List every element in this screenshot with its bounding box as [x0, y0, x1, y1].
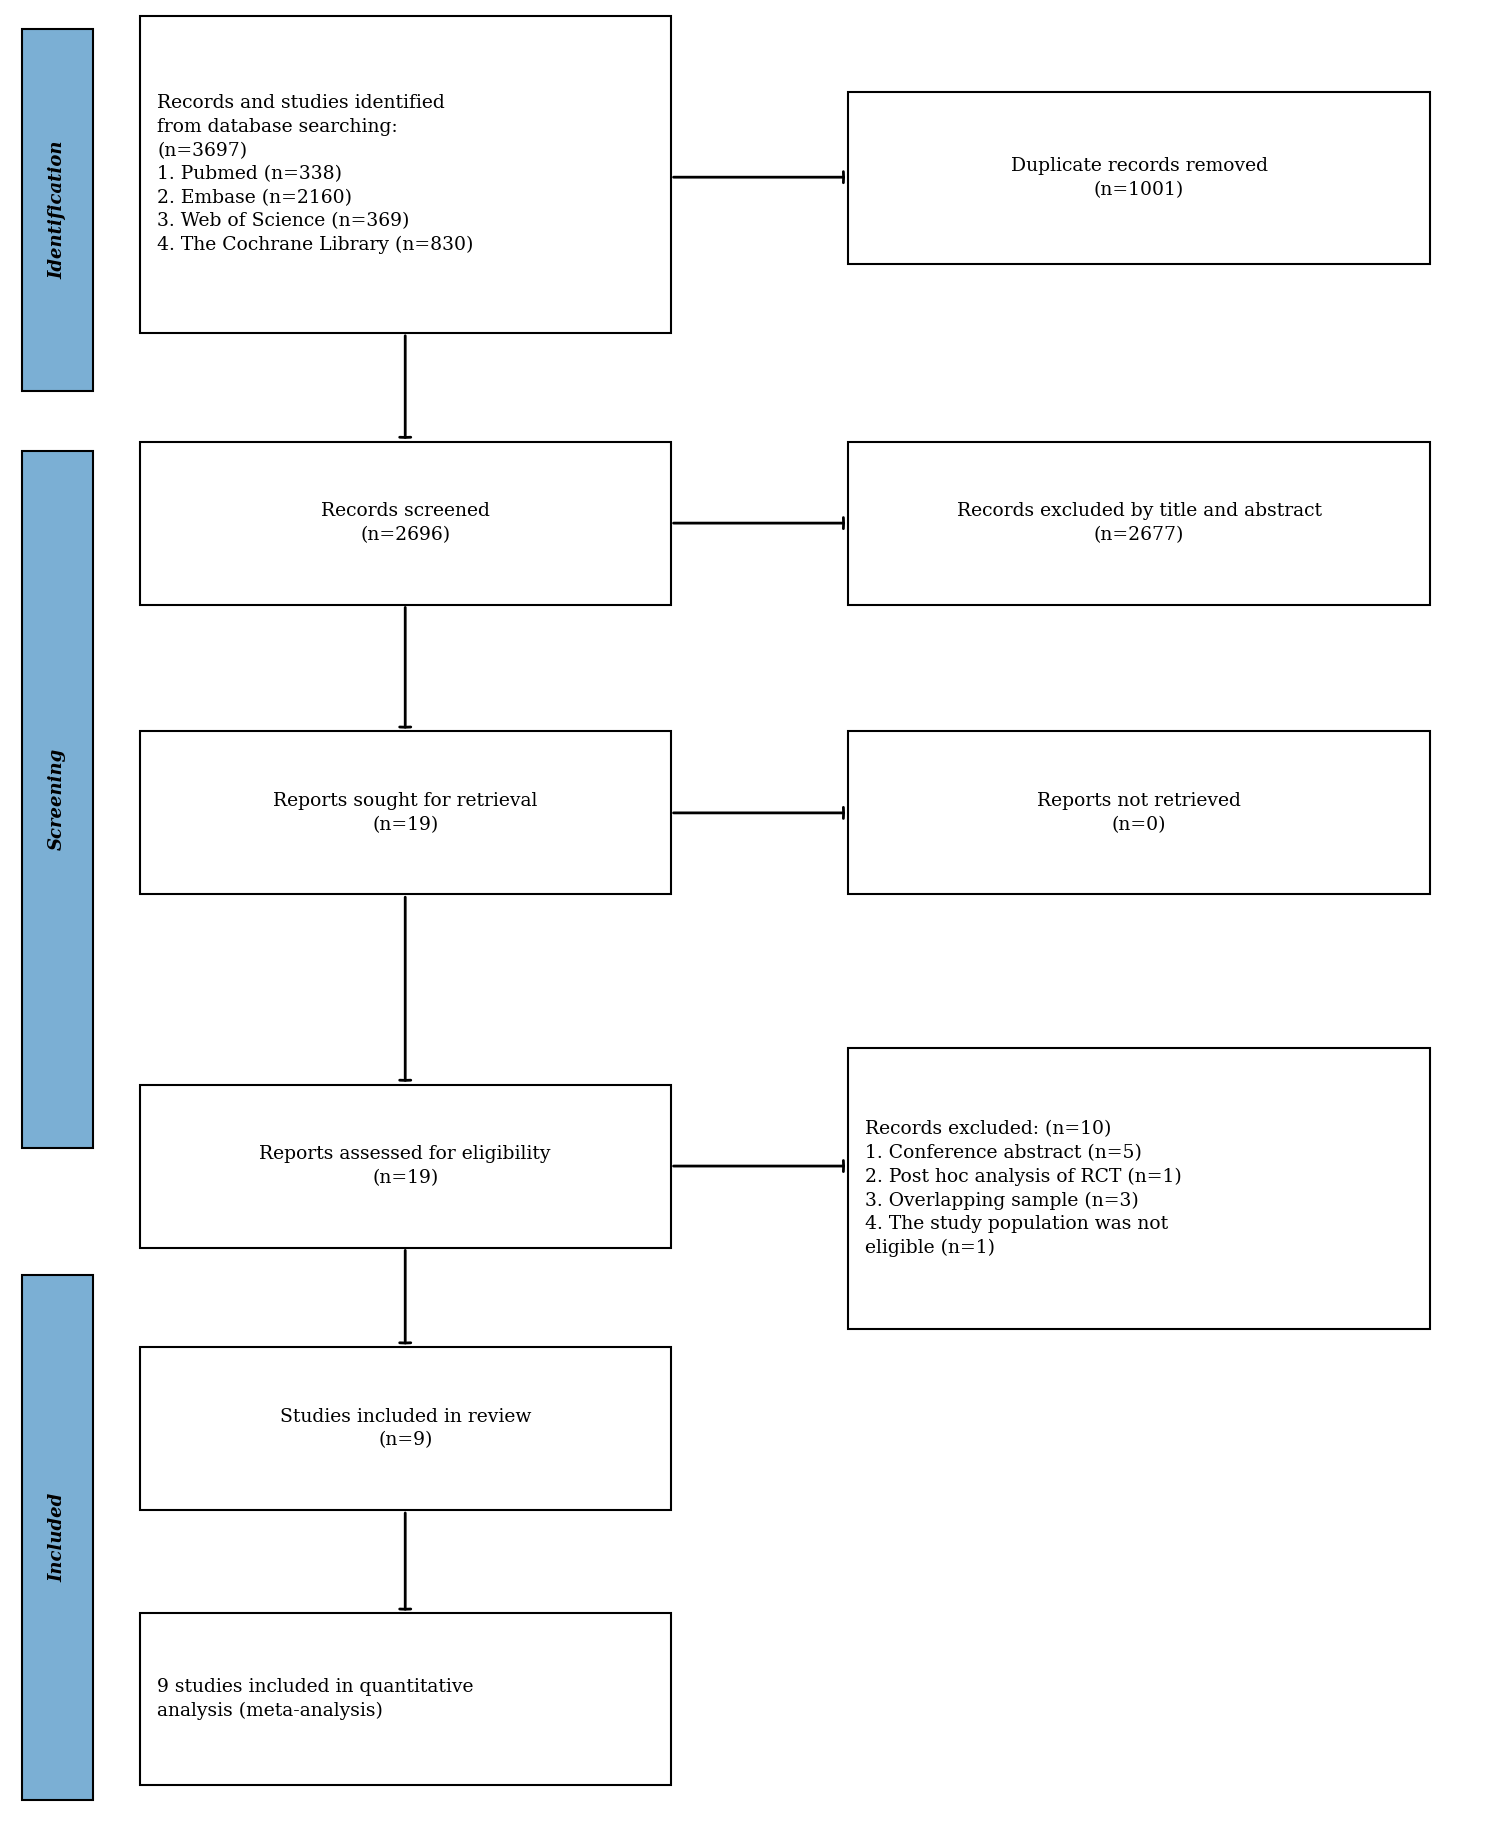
Bar [140, 732, 670, 894]
Bar [22, 1274, 92, 1799]
Bar [847, 732, 1431, 894]
Text: Reports not retrieved
(n=0): Reports not retrieved (n=0) [1038, 792, 1240, 834]
Bar [140, 16, 670, 332]
Text: Reports sought for retrieval
(n=19): Reports sought for retrieval (n=19) [272, 792, 538, 834]
Text: Identification: Identification [48, 141, 66, 279]
Bar [22, 29, 92, 391]
Text: 9 studies included in quantitative
analysis (meta-analysis): 9 studies included in quantitative analy… [158, 1679, 474, 1721]
Bar [847, 91, 1431, 265]
Text: Studies included in review
(n=9): Studies included in review (n=9) [280, 1407, 532, 1449]
Bar [140, 1084, 670, 1248]
Text: Records and studies identified
from database searching:
(n=3697)
1. Pubmed (n=33: Records and studies identified from data… [158, 95, 474, 254]
Text: Screening: Screening [48, 748, 66, 850]
Bar [140, 442, 670, 604]
Bar [140, 1347, 670, 1509]
Text: Included: Included [48, 1493, 66, 1582]
Text: Records excluded by title and abstract
(n=2677): Records excluded by title and abstract (… [956, 502, 1322, 544]
Bar [140, 1613, 670, 1785]
Bar [847, 1048, 1431, 1329]
Text: Reports assessed for eligibility
(n=19): Reports assessed for eligibility (n=19) [259, 1146, 551, 1186]
Bar [847, 442, 1431, 604]
Text: Duplicate records removed
(n=1001): Duplicate records removed (n=1001) [1011, 157, 1267, 199]
Text: Records excluded: (n=10)
1. Conference abstract (n=5)
2. Post hoc analysis of RC: Records excluded: (n=10) 1. Conference a… [865, 1121, 1182, 1257]
Bar [22, 451, 92, 1148]
Text: Records screened
(n=2696): Records screened (n=2696) [320, 502, 490, 544]
